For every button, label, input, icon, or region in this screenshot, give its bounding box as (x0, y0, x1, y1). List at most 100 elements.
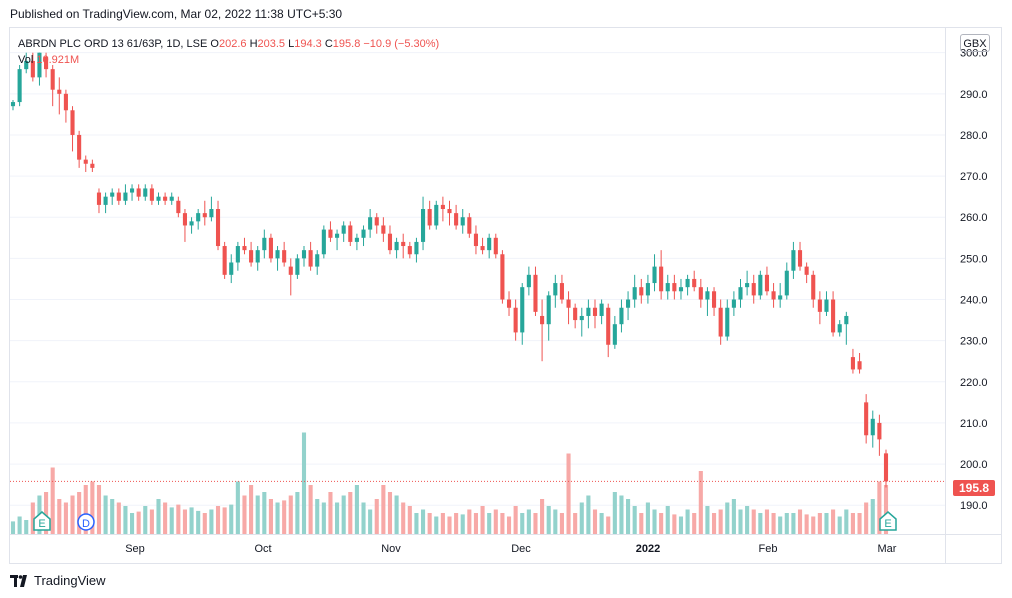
candle-body (50, 69, 55, 90)
volume-bar (387, 492, 393, 534)
candle-body (652, 266, 657, 284)
candle-body (540, 315, 545, 325)
time-axis[interactable]: Sep Oct Nov Dec 2022 Feb Mar (125, 543, 897, 555)
candle-body (37, 52, 42, 78)
volume-bar (652, 509, 657, 534)
price-tick-label: 250.0 (960, 253, 988, 265)
candle-body (30, 60, 35, 78)
candle-body (771, 291, 776, 300)
volume-bar (143, 506, 148, 534)
volume-bar (182, 509, 188, 534)
price-tick-label: 190.0 (960, 500, 988, 512)
volume-bar (176, 504, 181, 534)
candle-body (222, 246, 227, 275)
candle-body (335, 233, 340, 238)
time-tick-label: 2022 (636, 543, 660, 555)
candle-body (440, 204, 445, 210)
volume-bar (454, 513, 459, 534)
candle-body (725, 307, 730, 337)
time-tick-label: Mar (878, 543, 897, 555)
volume-bar (10, 521, 16, 534)
volume-bar (738, 509, 743, 534)
candle-body (493, 237, 498, 255)
volume-bar (17, 516, 22, 534)
candle-body (698, 287, 703, 300)
volume-bar (83, 485, 88, 534)
candle-body (169, 196, 174, 201)
close-key: C (324, 38, 333, 50)
volume-bar (824, 513, 829, 534)
candle-body (83, 159, 88, 164)
candle-body (553, 283, 558, 296)
volume-bar (811, 516, 816, 534)
candle-body (374, 217, 379, 226)
grid-layer (10, 52, 945, 506)
volume-bar (116, 502, 121, 534)
candle-body (275, 250, 280, 259)
close-value: 195.8 (332, 38, 361, 50)
volume-bar (229, 504, 234, 534)
volume-bar (321, 502, 326, 534)
volume-bar (665, 506, 670, 534)
candle-body (414, 241, 419, 255)
volume-bar (513, 506, 518, 534)
volume-bar (202, 513, 207, 534)
candle-body (500, 254, 505, 300)
candle-body (242, 246, 247, 251)
volume-bar (639, 513, 644, 534)
footer-brand[interactable]: TradingView (10, 573, 106, 588)
symbol-label: ABRDN PLC ORD 13 61/63P, 1D, LSE (18, 38, 208, 50)
volume-bar (335, 502, 340, 534)
candle-body (96, 192, 102, 205)
volume-bar (487, 513, 492, 534)
volume-bar (592, 509, 598, 534)
volume-bar (215, 506, 221, 534)
change-value: −10.9 (−5.30%) (363, 38, 440, 50)
high-key: H (249, 38, 258, 50)
candle-body (817, 299, 822, 312)
candle-body (711, 291, 717, 308)
volume-bar (57, 499, 62, 534)
volume-bar (24, 520, 29, 534)
currency-button[interactable]: GBX (960, 34, 990, 52)
volume-bar (394, 495, 399, 534)
candle-body (189, 221, 194, 226)
price-axis[interactable]: 190.0 200.0 210.0 220.0 230.0 240.0 250.0 260.0… (10, 28, 1002, 564)
volume-bar (341, 495, 346, 534)
volume-bar (725, 502, 730, 534)
candle-body (831, 299, 836, 333)
volume-bar (645, 502, 650, 534)
candle-body (321, 229, 326, 255)
candle-body (566, 299, 571, 308)
volume-bar (659, 513, 664, 534)
volume-bar (374, 499, 379, 534)
candle-body (791, 250, 796, 271)
candle-body (268, 237, 273, 259)
volume-bar (751, 509, 756, 534)
volume-bar (831, 509, 836, 534)
candle-body (718, 307, 723, 337)
volume-bar (559, 513, 564, 534)
volume-bar (540, 499, 545, 534)
candle-body (215, 209, 221, 247)
time-tick-label: Feb (759, 543, 778, 555)
price-tick-label: 230.0 (960, 336, 988, 348)
candle-body (573, 307, 578, 321)
chart-legend: ABRDN PLC ORD 13 61/63P, 1D, LSE O202.6 … (18, 36, 439, 68)
candle-body (182, 213, 188, 226)
candle-body (850, 357, 855, 370)
candle-body (24, 60, 29, 70)
chart-canvas[interactable]: 190.0 200.0 210.0 220.0 230.0 240.0 250.0 260.0… (10, 28, 1002, 564)
candle-body (249, 250, 254, 263)
candle-body (454, 213, 459, 226)
candle-body (665, 283, 670, 292)
volume-bar (255, 495, 260, 534)
candle-body (692, 278, 697, 288)
candle-body (301, 250, 307, 259)
volume-bar (731, 499, 736, 534)
candle-body (44, 56, 49, 70)
volume-bar (817, 513, 822, 534)
volume-bar (447, 516, 452, 534)
volume-bar (129, 513, 135, 534)
